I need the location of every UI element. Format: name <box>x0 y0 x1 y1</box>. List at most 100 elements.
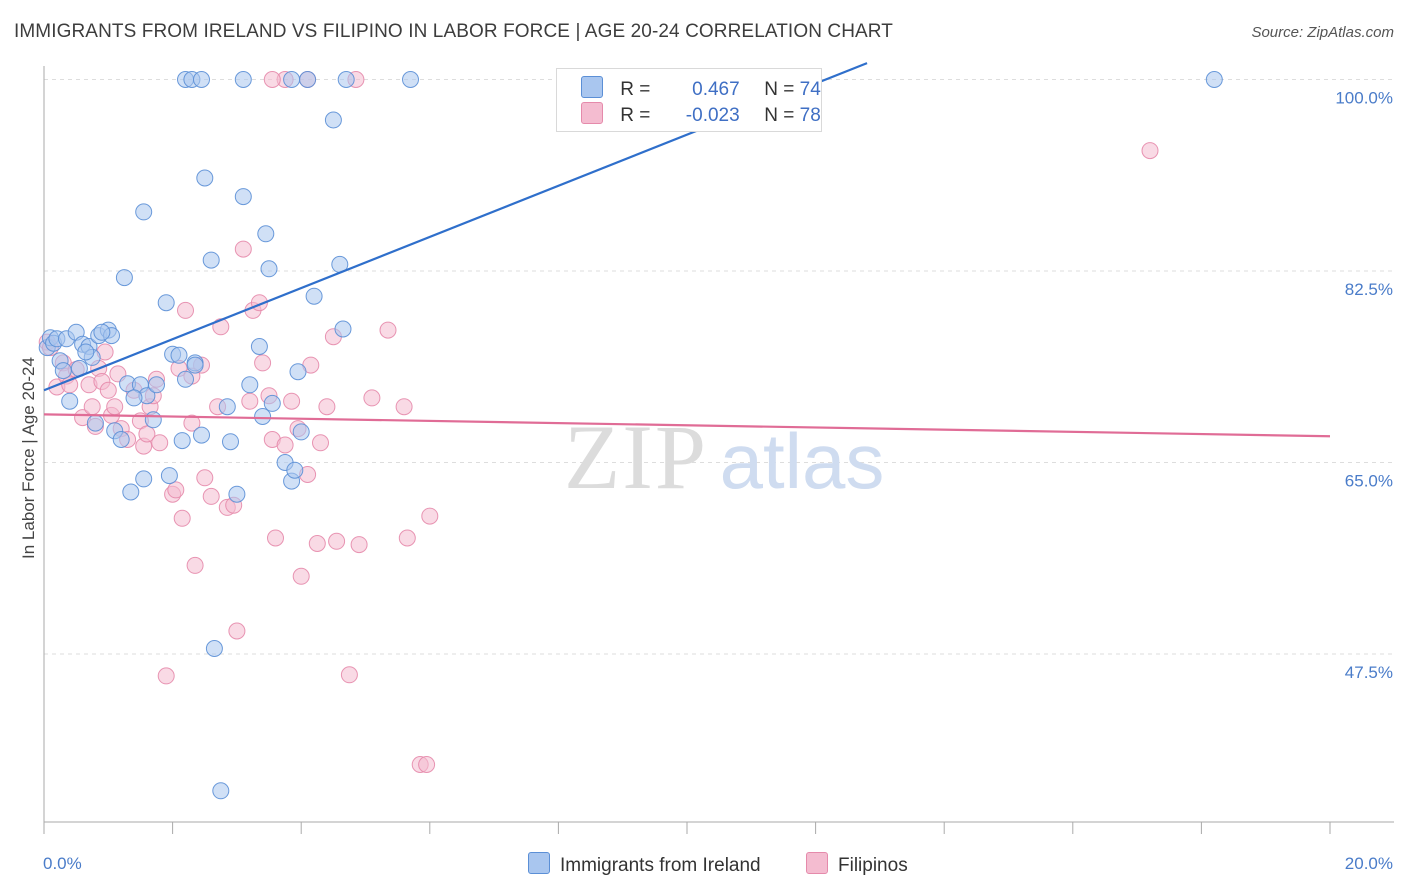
filipinos-point <box>398 529 416 547</box>
ireland-point <box>196 169 214 187</box>
correlation-legend: R = 0.467 N = 74 R = -0.023 N = 78 <box>556 68 822 132</box>
ireland-point <box>292 423 310 441</box>
filipinos-point <box>328 532 346 550</box>
filipinos-point <box>318 398 336 416</box>
legend-r-label: R = <box>620 79 651 100</box>
filipinos-point <box>283 392 301 410</box>
filipinos-point <box>276 436 294 454</box>
legend-swatch-blue <box>581 76 603 98</box>
ireland-point <box>260 260 278 278</box>
filipinos-point <box>202 487 220 505</box>
filipinos-point <box>421 507 439 525</box>
ireland-point <box>263 394 281 412</box>
legend-label-filipinos: Filipinos <box>838 855 908 876</box>
legend-swatch-pink <box>806 852 828 874</box>
ireland-point <box>241 376 259 394</box>
ireland-point <box>305 287 323 305</box>
filipinos-point <box>418 756 436 773</box>
ireland-point <box>283 71 301 88</box>
filipinos-point <box>151 434 169 452</box>
filipinos-point <box>186 556 204 574</box>
filipinos-point <box>350 536 368 554</box>
watermark-zip: ZIP <box>564 406 708 508</box>
y-tick-label: 47.5% <box>1345 663 1393 682</box>
filipinos-point <box>308 535 326 552</box>
filipinos-point <box>363 389 381 407</box>
ireland-point <box>289 363 307 381</box>
legend-r-value: -0.023 <box>685 105 740 126</box>
ireland-point <box>212 782 230 800</box>
y-axis-label: In Labor Force | Age 20-24 <box>19 357 38 559</box>
ireland-point <box>193 426 210 444</box>
ireland-point <box>77 343 95 361</box>
ireland-point <box>148 376 165 394</box>
bottom-legend-ireland: Immigrants from Ireland <box>528 852 761 877</box>
ireland-points <box>38 71 1223 800</box>
tick-labels: 100.0% 82.5% 65.0% 47.5% 0.0% 20.0% <box>43 89 1393 874</box>
watermark-atlas: atlas <box>720 417 885 505</box>
ireland-point <box>222 433 239 451</box>
y-tick-label: 82.5% <box>1345 280 1393 299</box>
ireland-point <box>234 71 252 88</box>
filipinos-point <box>83 398 101 416</box>
filipinos-point <box>138 425 156 443</box>
filipinos-point <box>196 469 214 487</box>
ireland-point <box>402 71 419 88</box>
bottom-legend-filipinos: Filipinos <box>806 852 908 877</box>
ireland-point <box>122 483 140 501</box>
filipinos-point <box>228 622 246 640</box>
filipinos-point <box>395 398 413 416</box>
legend-row-filipinos: R = -0.023 N = 78 <box>581 102 821 128</box>
ireland-point <box>334 320 352 338</box>
legend-swatch-pink <box>581 102 603 124</box>
legend-label-ireland: Immigrants from Ireland <box>560 855 761 876</box>
legend-n-value: 74 <box>799 79 821 100</box>
legend-row-ireland: R = 0.467 N = 74 <box>581 76 821 102</box>
filipinos-point <box>177 301 194 319</box>
filipinos-point <box>263 71 281 88</box>
filipinos-point <box>157 667 175 685</box>
filipinos-point <box>340 666 358 684</box>
axes <box>43 66 1394 834</box>
source-label: Source: ZipAtlas.com <box>1251 24 1394 41</box>
legend-r-value: 0.467 <box>692 79 740 100</box>
filipinos-point <box>234 240 252 258</box>
ireland-point <box>170 346 188 364</box>
ireland-point <box>254 408 272 425</box>
ireland-point <box>112 431 130 448</box>
ireland-point <box>177 370 194 388</box>
legend-swatch-blue <box>528 852 550 874</box>
filipinos-point <box>173 509 191 527</box>
filipinos-point <box>99 381 117 399</box>
gridlines <box>44 79 1394 655</box>
ireland-point <box>54 362 72 380</box>
ireland-point <box>299 71 317 88</box>
y-tick-label: 100.0% <box>1335 89 1393 108</box>
ireland-point <box>205 640 223 657</box>
legend-r-label: R = <box>620 105 651 126</box>
ireland-point <box>135 203 153 221</box>
ireland-point <box>250 338 268 355</box>
ireland-point <box>218 398 236 416</box>
ireland-point <box>234 188 252 206</box>
ireland-point <box>257 225 275 243</box>
ireland-point <box>86 414 104 432</box>
filipinos-trend-line <box>43 413 1331 438</box>
filipinos-point <box>379 321 397 339</box>
x-tick-label: 0.0% <box>43 854 82 873</box>
filipinos-point <box>241 392 259 410</box>
filipinos-point <box>1141 142 1159 160</box>
filipinos-point <box>183 414 201 432</box>
ireland-point <box>286 461 304 479</box>
ireland-point <box>186 356 204 374</box>
ireland-point <box>125 389 143 407</box>
ireland-point <box>157 294 175 312</box>
legend-n-label: N = <box>764 105 795 126</box>
ireland-point <box>93 323 111 341</box>
filipinos-point <box>212 318 230 336</box>
ireland-point <box>61 392 79 410</box>
filipinos-point <box>312 434 329 452</box>
filipinos-point <box>254 354 272 372</box>
ireland-point <box>115 269 133 287</box>
